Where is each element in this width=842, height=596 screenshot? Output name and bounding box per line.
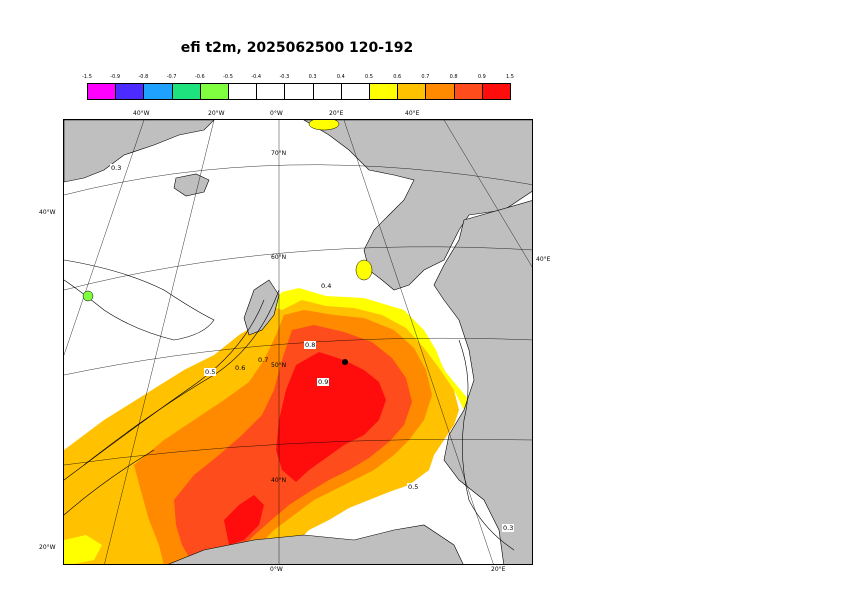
colorbar-swatch xyxy=(481,83,511,100)
lat-label-50N: 50°N xyxy=(271,362,287,369)
colorbar-swatch xyxy=(453,83,483,100)
efi-field-0.9 xyxy=(276,352,386,482)
efi-field-0.5-rim xyxy=(269,288,469,410)
colorbar-tick-label: -0.5 xyxy=(223,74,233,80)
colorbar-tick-label: -0.3 xyxy=(279,74,290,80)
contour-label: 0.8 xyxy=(304,341,317,349)
colorbar-tick-label: -1.5 xyxy=(82,74,92,80)
colorbar-swatch xyxy=(312,83,342,100)
colorbar-tick-label: 0.3 xyxy=(308,74,317,80)
efi-map xyxy=(64,120,532,564)
chart-title: efi t2m, 2025062500 120-192 xyxy=(180,40,414,56)
lon-label-bottom: 20°E xyxy=(491,566,506,573)
lon-label-top: 40°E xyxy=(405,110,420,117)
scandinavia xyxy=(303,120,532,291)
meridian-40E xyxy=(443,120,532,268)
contour-outer-north xyxy=(64,259,215,341)
contour-label: 0.9 xyxy=(317,378,330,386)
efi-field-0.9-b xyxy=(224,495,264,545)
lon-label-top: 20°E xyxy=(329,110,344,117)
colorbar-swatch xyxy=(397,83,427,100)
marker-point xyxy=(342,359,348,365)
land xyxy=(64,120,532,564)
side-label-left: 40°W xyxy=(39,209,56,216)
colorbar-tick-label: 1.5 xyxy=(506,74,514,80)
iceland xyxy=(173,173,210,197)
efi-field-yellow-sw xyxy=(64,535,102,564)
lon-label-top: 0°W xyxy=(270,110,283,117)
north-africa xyxy=(168,524,464,564)
colorbar-swatch xyxy=(115,83,145,100)
contour-0.3 xyxy=(64,299,265,481)
side-label-left: 20°W xyxy=(39,544,56,551)
colorbar-swatch xyxy=(171,83,201,100)
graticule xyxy=(64,120,532,564)
greenland xyxy=(64,120,215,183)
contour-label: 0.5 xyxy=(407,483,420,491)
parallel-60N xyxy=(64,246,532,291)
lon-label-top: 20°W xyxy=(208,110,225,117)
colorbar-swatch xyxy=(256,83,286,100)
side-label-right: 40°E xyxy=(536,256,551,263)
lon-label-bottom: 0°W xyxy=(270,566,283,573)
contour-label: 0.7 xyxy=(258,356,269,364)
meridian-20W xyxy=(104,120,215,564)
colorbar-tick-label: 0.8 xyxy=(449,74,458,80)
contour-label: 0.4 xyxy=(320,282,333,290)
colorbar-swatch xyxy=(87,83,117,100)
colorbar-swatch xyxy=(369,83,399,100)
green-patch xyxy=(82,290,94,302)
contour-label: 0.6 xyxy=(235,364,246,372)
contour-label: 0.3 xyxy=(110,164,123,172)
colorbar-swatch xyxy=(284,83,314,100)
colorbar-swatch xyxy=(199,83,229,100)
contour-label: 0.3 xyxy=(502,524,515,532)
colorbar-swatch xyxy=(425,83,455,100)
yellow-patch-scandinavia xyxy=(355,259,373,281)
efi-shading xyxy=(64,288,469,564)
meridian-20E xyxy=(343,120,494,564)
parallel-50N xyxy=(64,337,532,376)
contour-label: 0.5 xyxy=(204,368,217,376)
map-panel: 0.3 0.4 0.5 0.6 0.7 0.8 0.9 0.5 0.3 70°N… xyxy=(63,119,533,565)
yellow-patch-north xyxy=(308,120,340,131)
british-isles xyxy=(243,279,280,336)
colorbar-tick-label: 0.7 xyxy=(421,74,430,80)
colorbar-swatch xyxy=(340,83,370,100)
colorbar-tick-label: 0.5 xyxy=(365,74,373,80)
colorbar-swatch xyxy=(143,83,173,100)
colorbar-tick-label: -0.6 xyxy=(194,74,205,80)
colorbar-tick-label: -0.4 xyxy=(251,74,262,80)
colorbar-tick-label: 0.9 xyxy=(477,74,486,80)
contour-sw xyxy=(64,449,155,516)
colorbar-tick-label: 0.6 xyxy=(393,74,402,80)
colorbar-tick-label: 0.4 xyxy=(336,74,345,80)
eastern-europe xyxy=(433,200,532,564)
parallel-40N xyxy=(64,439,532,466)
lat-label-40N: 40°N xyxy=(271,477,287,484)
contour-east xyxy=(458,339,515,551)
meridian-40W xyxy=(64,120,145,356)
colorbar-tick-label: -0.9 xyxy=(110,74,121,80)
colorbar-tick-label: -0.8 xyxy=(138,74,149,80)
lat-label-70N: 70°N xyxy=(271,150,287,157)
colorbar-swatch xyxy=(228,83,258,100)
lon-label-top: 40°W xyxy=(133,110,150,117)
colorbar-tick-label: -0.7 xyxy=(166,74,177,80)
parallel-70N xyxy=(64,164,532,196)
lat-label-60N: 60°N xyxy=(271,254,287,261)
